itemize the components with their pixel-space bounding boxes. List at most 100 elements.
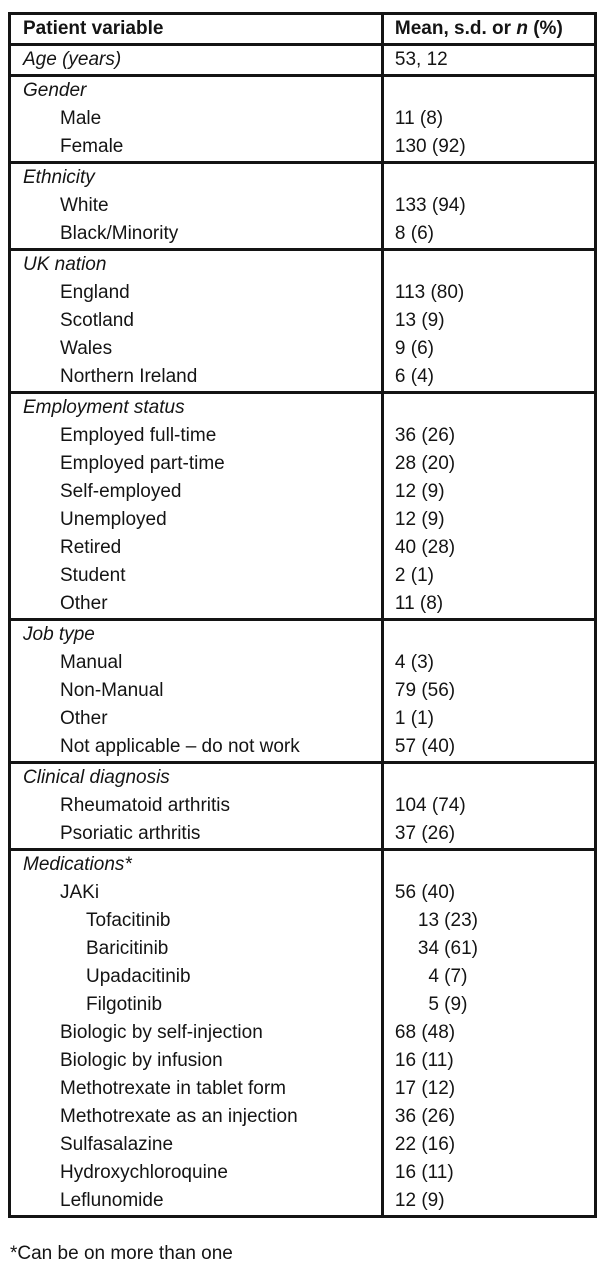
section-employment-status: Employment status Employed full-time 36 (2… — [9, 391, 596, 620]
table-row: Self-employed 12 (9) — [10, 478, 596, 506]
variable-cell: Scotland — [60, 310, 134, 331]
section-job-type: Job type Manual 4 (3) Non-Manual 79 (56) Othe… — [9, 618, 596, 763]
value-cell: 104 (74) — [380, 792, 596, 820]
table-row: Medications* — [9, 848, 596, 879]
variable-cell: Other — [60, 593, 108, 614]
table-row: Northern Ireland 6 (4) — [10, 363, 596, 393]
variable-cell: Other — [60, 708, 108, 729]
value-percent: (7) — [438, 966, 468, 987]
variable-cell: UK nation — [9, 248, 383, 279]
value-percent: (23) — [438, 910, 478, 931]
value-cell — [380, 161, 596, 192]
table-row: Rheumatoid arthritis 104 (74) — [10, 792, 596, 820]
value-number: 4 — [428, 966, 439, 987]
variable-cell: Ethnicity — [9, 161, 383, 192]
table-row: Methotrexate in tablet form 17 (12) — [10, 1075, 596, 1103]
table-row: Female 130 (92) — [10, 133, 596, 163]
variable-cell: Tofacitinib — [86, 910, 171, 931]
table-row: Ethnicity — [9, 161, 596, 192]
value-cell: 2 (1) — [380, 562, 596, 590]
value-cell: 1 (1) — [380, 705, 596, 733]
table-row: Employment status — [9, 391, 596, 422]
variable-cell: Methotrexate as an injection — [60, 1106, 298, 1127]
value-cell: 28 (20) — [380, 450, 596, 478]
value-cell: 16 (11) — [380, 1159, 596, 1187]
table-row: Scotland 13 (9) — [10, 307, 596, 335]
table-row: Sulfasalazine 22 (16) — [10, 1131, 596, 1159]
value-cell: 9 (6) — [380, 335, 596, 363]
table-row: England 113 (80) — [10, 279, 596, 307]
section-ethnicity: Ethnicity White 133 (94) Black/Minority 8 (6… — [9, 161, 596, 250]
value-cell: 79 (56) — [380, 677, 596, 705]
variable-cell: Black/Minority — [60, 223, 179, 244]
value-cell: 34 (61) — [380, 935, 596, 963]
section-medications: Medications* JAKi 56 (40) Tofacitinib 13 (23… — [9, 848, 596, 1217]
variable-cell: Male — [60, 108, 102, 129]
variable-cell: Non-Manual — [60, 680, 164, 701]
table-row: Clinical diagnosis — [9, 761, 596, 792]
header-mean-sd-n: Mean, s.d. or n (%) — [380, 13, 596, 46]
table-row: Retired 40 (28) — [10, 534, 596, 562]
variable-cell: Wales — [60, 338, 113, 359]
value-cell: 12 (9) — [380, 506, 596, 534]
variable-cell: Age (years) — [9, 43, 383, 76]
value-cell — [380, 391, 596, 422]
variable-cell: Leflunomide — [60, 1190, 164, 1211]
value-cell: 5 (9) — [380, 991, 596, 1019]
variable-cell: England — [60, 282, 130, 303]
value-cell: 11 (8) — [380, 105, 596, 133]
table-row: Baricitinib 34 (61) — [10, 935, 596, 963]
variable-cell: Self-employed — [60, 481, 182, 502]
value-cell — [380, 248, 596, 279]
variable-cell: Biologic by infusion — [60, 1050, 223, 1071]
variable-cell: White — [60, 195, 109, 216]
value-cell: 12 (9) — [380, 478, 596, 506]
patient-characteristics-table: Patient variable Mean, s.d. or n (%) Age… — [8, 12, 597, 1218]
variable-cell: Student — [60, 565, 126, 586]
table-row: Leflunomide 12 (9) — [10, 1187, 596, 1217]
table-row: Unemployed 12 (9) — [10, 506, 596, 534]
value-number: 5 — [428, 994, 439, 1015]
header-col2-n: n — [516, 18, 528, 39]
variable-cell: Psoriatic arthritis — [60, 823, 201, 844]
value-percent: (9) — [438, 994, 468, 1015]
table-footnote: *Can be on more than one — [10, 1243, 233, 1264]
variable-cell: Hydroxychloroquine — [60, 1162, 228, 1183]
table-row: Student 2 (1) — [10, 562, 596, 590]
table-row: Age (years) 53, 12 — [9, 43, 596, 76]
variable-cell: Methotrexate in tablet form — [60, 1078, 286, 1099]
value-cell: 133 (94) — [380, 192, 596, 220]
variable-cell: Baricitinib — [86, 938, 169, 959]
value-cell — [380, 618, 596, 649]
header-patient-variable: Patient variable — [9, 13, 383, 46]
table-row: Filgotinib 5 (9) — [10, 991, 596, 1019]
section-age: Age (years) 53, 12 — [9, 43, 596, 76]
value-cell: 40 (28) — [380, 534, 596, 562]
variable-cell: Employment status — [9, 391, 383, 422]
table-row: Methotrexate as an injection 36 (26) — [10, 1103, 596, 1131]
value-cell — [380, 74, 596, 105]
value-cell: 12 (9) — [380, 1187, 596, 1217]
section-uk-nation: UK nation England 113 (80) Scotland 13 (9) Wa… — [9, 248, 596, 393]
value-cell: 13 (9) — [380, 307, 596, 335]
value-cell: 57 (40) — [380, 733, 596, 763]
header-row: Patient variable Mean, s.d. or n (%) — [9, 13, 596, 46]
value-cell — [380, 848, 596, 879]
section-clinical-diagnosis: Clinical diagnosis Rheumatoid arthritis 10… — [9, 761, 596, 850]
variable-cell: Retired — [60, 537, 122, 558]
table-row: Other 1 (1) — [10, 705, 596, 733]
table-row: Manual 4 (3) — [10, 649, 596, 677]
value-cell: 36 (26) — [380, 422, 596, 450]
value-cell: 16 (11) — [380, 1047, 596, 1075]
value-cell: 68 (48) — [380, 1019, 596, 1047]
value-cell: 17 (12) — [380, 1075, 596, 1103]
table-row: Psoriatic arthritis 37 (26) — [10, 820, 596, 850]
value-cell: 13 (23) — [380, 907, 596, 935]
table-row: Not applicable – do not work 57 (40) — [10, 733, 596, 763]
table-row: Non-Manual 79 (56) — [10, 677, 596, 705]
variable-cell: Sulfasalazine — [60, 1134, 174, 1155]
table-row: Tofacitinib 13 (23) — [10, 907, 596, 935]
variable-cell: Unemployed — [60, 509, 167, 530]
value-cell: 36 (26) — [380, 1103, 596, 1131]
